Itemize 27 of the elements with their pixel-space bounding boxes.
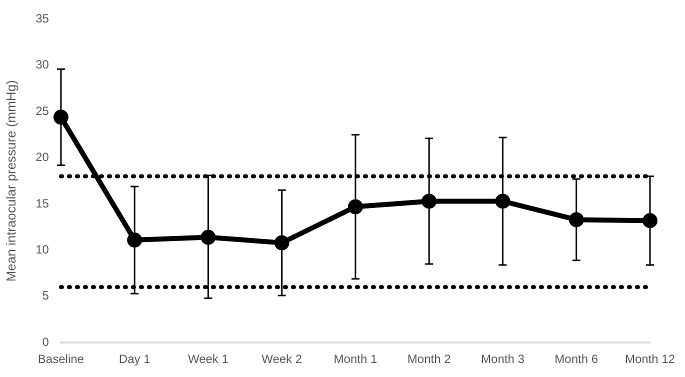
y-tick-label: 35 bbox=[36, 12, 50, 26]
point bbox=[274, 235, 290, 250]
y-tick-label: 25 bbox=[36, 104, 50, 118]
point bbox=[568, 212, 584, 228]
point bbox=[495, 194, 510, 209]
x-tick-label: Week 2 bbox=[262, 352, 302, 366]
x-tick-label: Week 1 bbox=[188, 352, 229, 366]
x-tick-label: Month 2 bbox=[407, 352, 452, 366]
point bbox=[200, 230, 216, 245]
x-tick-label: Day 1 bbox=[118, 352, 151, 366]
y-axis-title: Mean intraocular pressure (mmHg) bbox=[3, 80, 18, 282]
x-tick-label: Month 12 bbox=[624, 352, 676, 366]
y-tick-label: 20 bbox=[36, 150, 50, 164]
y-tick-label: 30 bbox=[36, 58, 50, 72]
y-tick-label: 5 bbox=[42, 288, 50, 303]
point bbox=[642, 213, 658, 228]
point bbox=[348, 199, 363, 214]
point bbox=[422, 194, 437, 209]
y-tick-label: 10 bbox=[36, 242, 50, 257]
y-tick-label: 15 bbox=[36, 196, 50, 210]
y-tick-label: 0 bbox=[42, 334, 50, 349]
x-tick-label: Month 1 bbox=[334, 352, 378, 366]
x-tick-label: Month 6 bbox=[554, 352, 598, 366]
x-tick-label: Baseline bbox=[38, 352, 84, 366]
point bbox=[127, 232, 142, 248]
x-tick-label: Month 3 bbox=[481, 352, 525, 366]
point bbox=[53, 110, 68, 125]
